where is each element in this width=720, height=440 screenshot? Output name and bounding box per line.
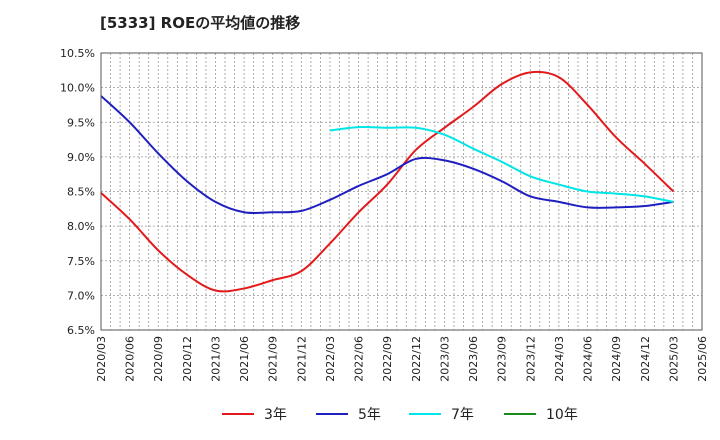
x-tick-label: 2025/06 [696,336,709,382]
x-tick-label: 2022/03 [324,336,337,382]
y-tick-label: 9.0% [67,151,95,164]
x-tick-label: 2020/09 [152,336,165,382]
x-tick-label: 2024/09 [610,336,623,382]
x-tick-label: 2020/12 [181,336,194,382]
y-tick-label: 8.5% [67,186,95,199]
y-tick-label: 7.0% [67,289,95,302]
y-tick-label: 9.5% [67,116,95,129]
x-tick-label: 2023/09 [496,336,509,382]
legend-label: 5年 [358,407,381,423]
x-tick-label: 2021/06 [238,336,251,382]
x-tick-label: 2024/12 [639,336,652,382]
y-tick-label: 8.0% [67,220,95,233]
x-tick-label: 2020/03 [95,336,108,382]
y-tick-label: 6.5% [67,324,95,337]
x-tick-label: 2024/06 [582,336,595,382]
legend-label: 3年 [264,407,287,423]
x-tick-label: 2021/03 [209,336,222,382]
x-tick-label: 2022/09 [381,336,394,382]
x-tick-label: 2020/06 [124,336,137,382]
x-tick-label: 2021/09 [267,336,280,382]
x-tick-label: 2023/03 [438,336,451,382]
legend-label: 10年 [546,407,578,423]
x-tick-label: 2025/03 [667,336,680,382]
y-tick-label: 10.0% [60,82,95,95]
x-tick-label: 2022/12 [410,336,423,382]
x-tick-label: 2023/12 [524,336,537,382]
chart-canvas: 6.5% 7.0% 7.5% 8.0% 8.5% 9.0% 9.5% 10.0% 10.5% 2… [0,0,720,440]
x-tick-label: 2024/03 [553,336,566,382]
x-tick-label: 2021/12 [295,336,308,382]
legend: 3年 5年 7年 10年 [222,407,578,423]
x-tick-label: 2023/06 [467,336,480,382]
x-axis-ticks: 2020/03 2020/06 2020/09 2020/12 2021/03 2021/… [95,336,709,382]
x-tick-label: 2022/06 [353,336,366,382]
y-axis-ticks: 6.5% 7.0% 7.5% 8.0% 8.5% 9.0% 9.5% 10.0% 10.5% [60,47,95,337]
y-tick-label: 7.5% [67,255,95,268]
y-tick-label: 10.5% [60,47,95,60]
legend-label: 7年 [451,407,474,423]
